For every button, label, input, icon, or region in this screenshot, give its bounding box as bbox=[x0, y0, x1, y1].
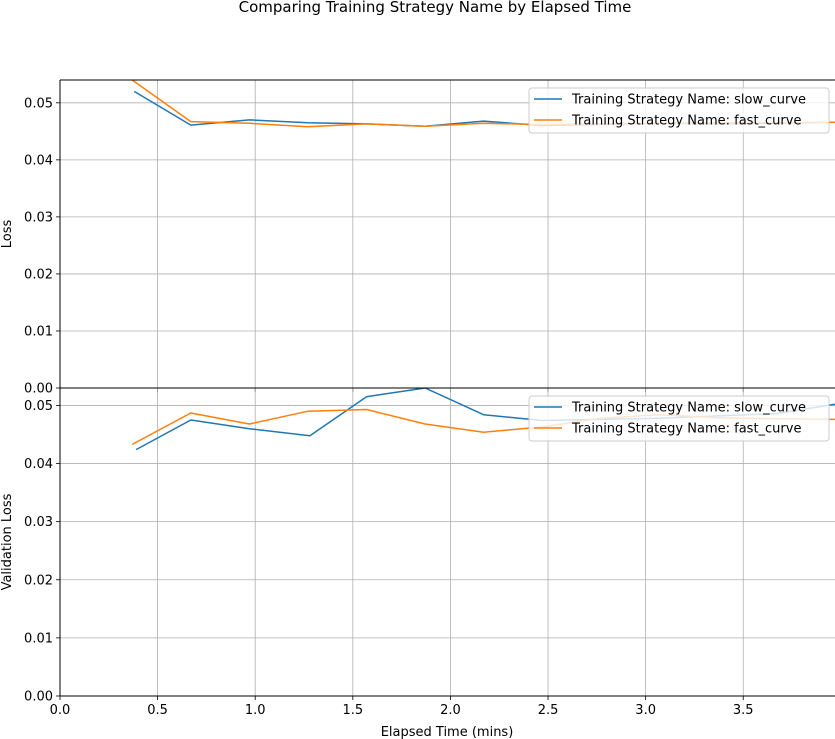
y-tick-label: 0.04 bbox=[24, 153, 53, 168]
legend: Training Strategy Name: slow_curve Traini… bbox=[528, 87, 830, 134]
y-tick-label: 0.04 bbox=[24, 457, 53, 472]
y-tick-label: 0.00 bbox=[24, 382, 53, 397]
panel-2: 0.0 0.5 1.0 1.5 2.0 2.5 3.0 3.5 0.00 0.01 0.02 0.03… bbox=[0, 387, 835, 718]
y-tick-label: 0.00 bbox=[24, 690, 53, 705]
legend-entry: Training Strategy Name: slow_curve bbox=[571, 401, 806, 416]
y-tick-label: 0.01 bbox=[24, 324, 53, 339]
x-tick-label: 3.5 bbox=[733, 703, 754, 718]
y-tick-label: 0.05 bbox=[24, 399, 53, 414]
x-tick-label: 1.0 bbox=[245, 703, 266, 718]
chart-title: Comparing Training Strategy Name by Elap… bbox=[239, 0, 632, 16]
panel-1: 0.00 0.01 0.02 0.03 0.04 0.05 Loss Training Str… bbox=[0, 79, 835, 397]
y-axis-label: Validation Loss bbox=[0, 493, 15, 590]
x-tick-label: 1.5 bbox=[342, 703, 363, 718]
y-tick-label: 0.03 bbox=[24, 210, 53, 225]
x-tick-label: 2.5 bbox=[538, 703, 559, 718]
x-axis-label: Elapsed Time (mins) bbox=[381, 725, 514, 739]
legend: Training Strategy Name: slow_curve Traini… bbox=[528, 395, 830, 442]
y-axis-label: Loss bbox=[0, 220, 15, 249]
legend-entry: Training Strategy Name: slow_curve bbox=[571, 93, 806, 108]
y-tick-label: 0.02 bbox=[24, 267, 53, 282]
y-tick-label: 0.03 bbox=[24, 515, 53, 530]
y-tick-label: 0.05 bbox=[24, 96, 53, 111]
y-tick-label: 0.01 bbox=[24, 631, 53, 646]
x-tick-label: 2.0 bbox=[440, 703, 461, 718]
legend-box bbox=[528, 395, 830, 442]
x-tick-label: 0.0 bbox=[50, 703, 71, 718]
legend-entry: Training Strategy Name: fast_curve bbox=[571, 114, 801, 129]
x-tick-label: 3.0 bbox=[635, 703, 656, 718]
legend-entry: Training Strategy Name: fast_curve bbox=[571, 422, 801, 437]
x-tick-label: 0.5 bbox=[147, 703, 168, 718]
legend-box bbox=[528, 87, 830, 134]
y-tick-label: 0.02 bbox=[24, 573, 53, 588]
